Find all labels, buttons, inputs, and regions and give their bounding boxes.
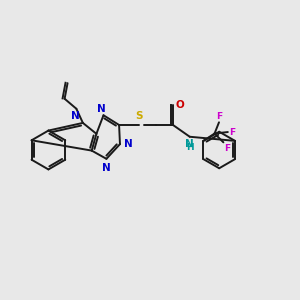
Text: O: O <box>175 100 184 110</box>
Text: S: S <box>135 111 142 121</box>
Text: H: H <box>186 143 194 152</box>
Text: F: F <box>216 112 222 121</box>
Text: F: F <box>230 128 236 136</box>
Text: N: N <box>70 111 79 121</box>
Text: N: N <box>185 139 194 149</box>
Text: N: N <box>102 163 111 173</box>
Text: N: N <box>97 104 106 114</box>
Text: N: N <box>124 139 133 149</box>
Text: F: F <box>225 143 231 152</box>
